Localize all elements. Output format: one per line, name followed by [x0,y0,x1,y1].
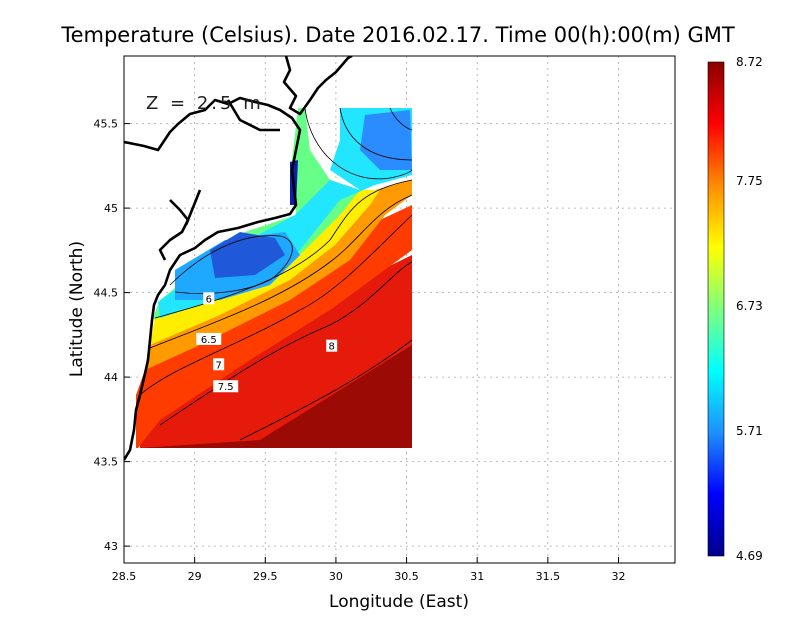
field-band-orange-red [136,205,412,448]
contour-6 [169,235,293,294]
y-tick-label: 44 [104,371,118,384]
x-tick-label: 29.5 [253,570,278,583]
contour-8-5 [239,339,413,441]
contour-label-bg [213,380,239,393]
x-tick-label: 32 [611,570,625,583]
field-band-deep-blue [210,232,285,278]
contour-north-5-5 [339,107,413,161]
x-axis: 28.5 29 29.5 30 30.5 31 31.5 32 [112,557,625,583]
colorbar-tick-label: 5.71 [736,424,763,438]
coastline-lagoon [184,189,202,226]
contour-label: 6 [206,294,212,305]
x-axis-label: Longitude (East) [329,592,469,612]
coastline [124,56,353,461]
depth-label: Z = 2.5 m [146,93,264,114]
colorbar-tick-label: 7.75 [736,174,763,188]
y-tick-label: 45.5 [94,118,119,131]
contour-label: 7.5 [218,382,234,393]
contour-label-group: 6 6.5 7 7.5 8 [196,292,338,393]
contour-7 [149,194,413,349]
map-title: Temperature (Celsius). Date 2016.02.17. … [60,23,735,47]
contour-label: 6.5 [201,335,217,346]
plot-frame [123,55,676,564]
contour-8 [159,261,413,426]
colorbar-ticks: 8.72 7.75 6.73 5.71 4.69 [736,55,763,563]
y-axis: 43 43.5 44 44.5 45 45.5 [94,118,130,553]
x-tick-label: 30 [329,570,343,583]
x-tick-label: 31 [470,570,484,583]
y-tick-label: 43.5 [94,456,119,469]
x-tick-label: 30.5 [394,570,419,583]
contour-label-bg [326,339,338,352]
colorbar-tick-label: 6.73 [736,299,763,313]
y-tick-label: 43 [104,540,118,553]
contour-label: 7 [215,360,221,371]
y-axis-label: Latitude (North) [67,241,87,377]
colorbar [707,61,725,557]
x-tick-label: 28.5 [112,570,137,583]
contour-north-5 [389,107,413,131]
contour-label: 8 [328,342,334,353]
contour-label-bg [203,292,215,305]
y-tick-label: 45 [104,202,118,215]
contour-label-bg [213,358,225,371]
x-tick-label: 31.5 [536,570,561,583]
field-band-blue-north [360,110,412,170]
colorbar-tick-label: 4.69 [736,549,763,563]
temperature-field [136,108,412,448]
coastline-bay [158,199,190,261]
coastline-north [282,56,353,116]
y-tick-label: 44.5 [94,287,119,300]
x-tick-label: 29 [188,570,202,583]
contour-label-bg [196,332,222,345]
coastline-river [226,99,280,132]
colorbar-tick-label: 8.72 [736,55,763,69]
contour-7-5 [139,214,413,396]
contour-north-6 [304,107,413,180]
coastline-main [124,96,302,461]
